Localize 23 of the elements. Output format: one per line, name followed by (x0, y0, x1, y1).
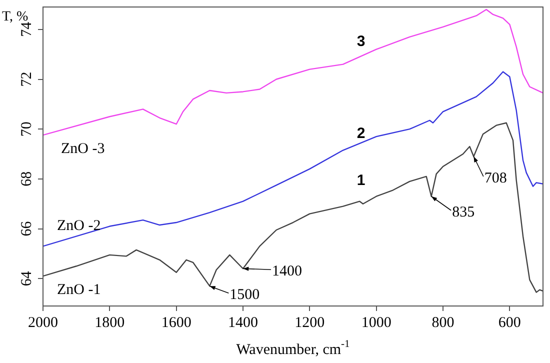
x-tick-label: 600 (498, 314, 521, 331)
y-tick-label: 64 (18, 270, 35, 286)
annotation: 3 (356, 33, 366, 50)
y-tick-label: 66 (18, 220, 35, 236)
series-label: ZnO -1 (57, 282, 101, 298)
series-label: ZnO -3 (61, 141, 105, 158)
annotation: 2 (356, 125, 366, 142)
y-tick-label: 72 (18, 72, 35, 87)
annotation: 1 (356, 172, 366, 190)
y-tick-label: 70 (18, 122, 35, 137)
y-tick-label: 68 (18, 171, 35, 186)
x-tick-label: 1800 (94, 314, 125, 331)
x-tick-label: 800 (432, 314, 454, 331)
annotation: 1400 (272, 264, 302, 280)
annotation: 1500 (230, 287, 260, 304)
x-tick-label: 1000 (361, 314, 392, 331)
x-tick-label: 2000 (28, 314, 58, 331)
x-tick-label: 1400 (228, 314, 258, 331)
annotation: 708 (484, 170, 507, 186)
series-label: ZnO -2 (57, 218, 101, 234)
x-tick-label: 1200 (294, 314, 325, 331)
x-tick-label: 1600 (161, 314, 192, 331)
annotation: 835 (452, 204, 475, 220)
